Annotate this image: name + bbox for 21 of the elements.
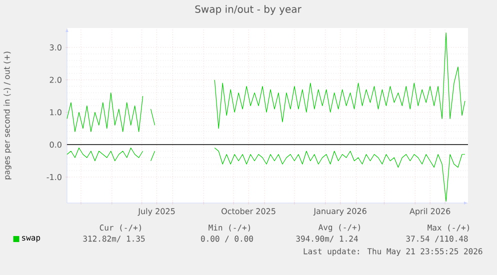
text: 394.90m/ 1.24 — [296, 236, 358, 242]
y-tick-label: 1.0 — [50, 109, 62, 116]
x-tick-label: April 2026 — [410, 208, 450, 216]
chart-title: Swap in/out - by year — [195, 5, 302, 15]
x-tick-label: January 2026 — [313, 208, 366, 216]
y-tick-label: 0.0 — [50, 142, 62, 148]
text: 37.54 /110.48 — [406, 236, 468, 242]
text: Cur (-/+) — [100, 224, 142, 232]
y-tick-label: 2.0 — [50, 76, 62, 83]
text: 0.00 / 0.00 — [201, 236, 253, 242]
text: Max (-/+) — [428, 224, 470, 232]
text: Last update: Thu May 21 23:55:25 2026 — [304, 248, 482, 256]
y-axis-title: pages per second in (-) / out (+) — [4, 52, 12, 180]
legend-label: swap — [22, 236, 40, 242]
text: Min (-/+) — [208, 224, 250, 232]
text: Avg (-/+) — [318, 224, 360, 232]
text: 312.82m/ 1.35 — [83, 236, 145, 242]
x-tick-label: October 2025 — [222, 208, 276, 214]
y-tick-label: -1.0 — [46, 174, 62, 180]
y-tick-label: 3.0 — [50, 44, 62, 50]
x-tick-label: July 2025 — [138, 208, 175, 216]
